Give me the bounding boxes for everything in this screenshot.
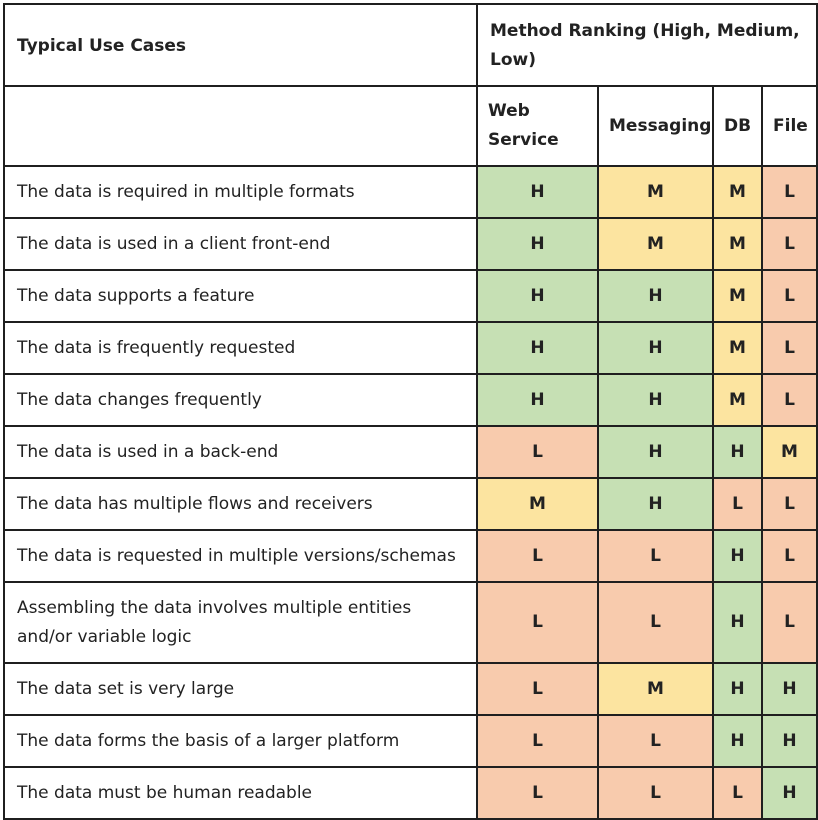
table-row: The data must be human readable L L L H: [3, 766, 818, 820]
method-ranking-header: Method Ranking (High, Medium, Low): [475, 3, 818, 87]
file-rank-cell: H: [760, 662, 818, 716]
file-rank-cell: L: [760, 529, 818, 583]
web-service-rank-cell: L: [476, 529, 599, 583]
use-case-cell: The data is used in a client front-end: [3, 217, 478, 271]
web-service-header: Web Service: [476, 85, 599, 167]
messaging-header: Messaging: [597, 85, 714, 167]
use-case-cell: The data is used in a back-end: [3, 425, 478, 479]
file-rank-cell: L: [760, 269, 818, 323]
file-rank-cell: L: [760, 373, 818, 427]
table-row: The data is requested in multiple versio…: [3, 529, 818, 583]
header-row: Typical Use Cases Method Ranking (High, …: [3, 3, 818, 87]
use-case-cell: The data is frequently requested: [3, 321, 478, 375]
messaging-rank-cell: L: [597, 714, 714, 768]
messaging-rank-cell: L: [597, 529, 714, 583]
web-service-rank-cell: L: [476, 766, 599, 820]
web-service-rank-cell: H: [476, 217, 599, 271]
messaging-rank-cell: M: [597, 217, 714, 271]
messaging-rank-cell: M: [597, 662, 714, 716]
empty-header-cell: [3, 85, 478, 167]
use-case-cell: The data set is very large: [3, 662, 478, 716]
use-case-cell: The data supports a feature: [3, 269, 478, 323]
file-header: File: [760, 85, 818, 167]
use-case-cell: The data must be human readable: [3, 766, 478, 820]
db-rank-cell: L: [712, 766, 763, 820]
messaging-rank-cell: H: [597, 477, 714, 531]
use-case-cell: The data is required in multiple formats: [3, 165, 478, 219]
db-rank-cell: M: [712, 269, 763, 323]
use-case-cell: The data changes frequently: [3, 373, 478, 427]
use-case-cell: Assembling the data involves multiple en…: [3, 581, 478, 664]
db-rank-cell: H: [712, 425, 763, 479]
file-rank-cell: L: [760, 217, 818, 271]
file-rank-cell: H: [760, 714, 818, 768]
table-row: Assembling the data involves multiple en…: [3, 581, 818, 664]
db-rank-cell: M: [712, 165, 763, 219]
db-rank-cell: M: [712, 373, 763, 427]
db-header: DB: [712, 85, 763, 167]
file-rank-cell: L: [760, 477, 818, 531]
web-service-rank-cell: H: [476, 321, 599, 375]
messaging-rank-cell: L: [597, 581, 714, 664]
method-header-row: Web Service Messaging DB File: [3, 85, 818, 167]
table-row: The data is used in a client front-end H M…: [3, 217, 818, 271]
table-row: The data is frequently requested H H M L: [3, 321, 818, 375]
table-row: The data forms the basis of a larger pla…: [3, 714, 818, 768]
db-rank-cell: H: [712, 581, 763, 664]
web-service-rank-cell: H: [476, 165, 599, 219]
messaging-rank-cell: H: [597, 269, 714, 323]
db-rank-cell: H: [712, 662, 763, 716]
messaging-rank-cell: H: [597, 373, 714, 427]
web-service-rank-cell: L: [476, 662, 599, 716]
db-rank-cell: M: [712, 217, 763, 271]
use-case-cell: The data is requested in multiple versio…: [3, 529, 478, 583]
use-case-cell: The data has multiple flows and receiver…: [3, 477, 478, 531]
table-row: The data is used in a back-end L H H M: [3, 425, 818, 479]
web-service-rank-cell: L: [476, 581, 599, 664]
table-row: The data has multiple flows and receiver…: [3, 477, 818, 531]
messaging-rank-cell: M: [597, 165, 714, 219]
table-row: The data is required in multiple formats…: [3, 165, 818, 219]
db-rank-cell: H: [712, 714, 763, 768]
web-service-rank-cell: L: [476, 425, 599, 479]
web-service-rank-cell: L: [476, 714, 599, 768]
db-rank-cell: M: [712, 321, 763, 375]
table-row: The data set is very large L M H H: [3, 662, 818, 716]
messaging-rank-cell: L: [597, 766, 714, 820]
use-case-cell: The data forms the basis of a larger pla…: [3, 714, 478, 768]
file-rank-cell: L: [760, 321, 818, 375]
table-row: The data changes frequently H H M L: [3, 373, 818, 427]
use-cases-header: Typical Use Cases: [3, 3, 478, 87]
db-rank-cell: L: [712, 477, 763, 531]
file-rank-cell: H: [760, 766, 818, 820]
web-service-rank-cell: H: [476, 373, 599, 427]
table-row: The data supports a feature H H M L: [3, 269, 818, 323]
file-rank-cell: L: [760, 581, 818, 664]
method-ranking-table: Typical Use Cases Method Ranking (High, …: [3, 3, 818, 820]
file-rank-cell: L: [760, 165, 818, 219]
file-rank-cell: M: [760, 425, 818, 479]
messaging-rank-cell: H: [597, 321, 714, 375]
db-rank-cell: H: [712, 529, 763, 583]
web-service-rank-cell: M: [476, 477, 599, 531]
messaging-rank-cell: H: [597, 425, 714, 479]
web-service-rank-cell: H: [476, 269, 599, 323]
